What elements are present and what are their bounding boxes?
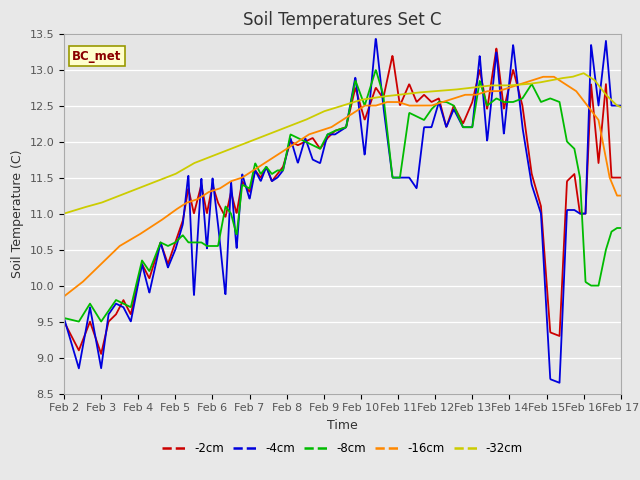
Legend: -2cm, -4cm, -8cm, -16cm, -32cm: -2cm, -4cm, -8cm, -16cm, -32cm [157,437,527,460]
Y-axis label: Soil Temperature (C): Soil Temperature (C) [11,149,24,278]
X-axis label: Time: Time [327,419,358,432]
Text: BC_met: BC_met [72,50,122,63]
Title: Soil Temperatures Set C: Soil Temperatures Set C [243,11,442,29]
